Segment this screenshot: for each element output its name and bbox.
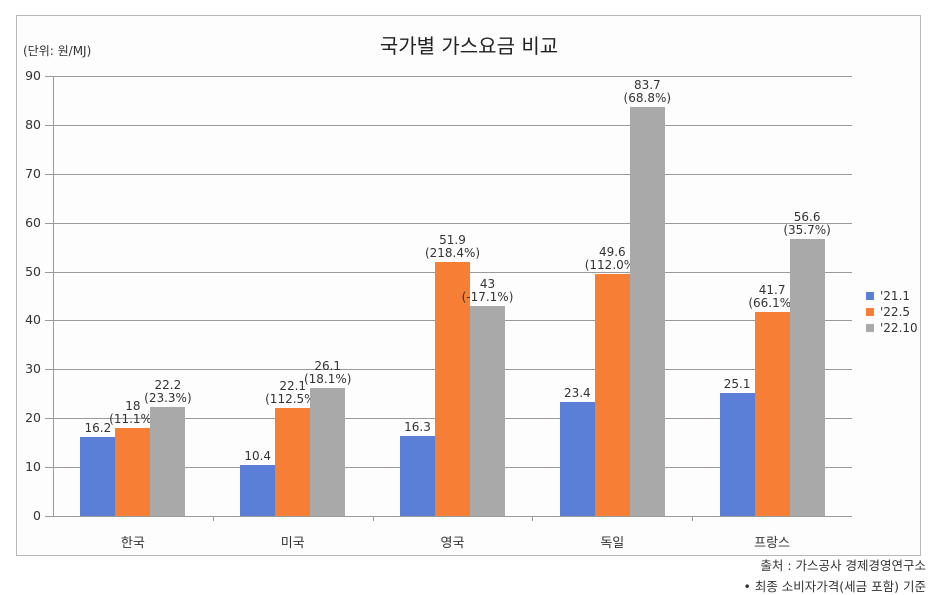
data-label: 41.7 (66.1%) xyxy=(748,283,796,311)
legend-swatch-icon xyxy=(866,292,874,300)
y-tick xyxy=(45,320,53,322)
legend-swatch-icon xyxy=(866,324,874,332)
legend-swatch-icon xyxy=(866,308,874,316)
bar xyxy=(275,407,311,516)
data-label: 25.1 xyxy=(723,377,751,392)
legend: '21.1 '22.5 '22.10 xyxy=(866,288,918,336)
bar xyxy=(435,262,470,516)
legend-label: '22.5 xyxy=(880,305,911,319)
bar xyxy=(150,407,186,516)
category-label: 한국 xyxy=(120,536,145,551)
chart-title: 국가별 가스요금 비교 xyxy=(379,34,559,58)
bar xyxy=(789,239,825,516)
unit-label: (단위: 원/MJ) xyxy=(23,44,92,58)
footnote: • 최종 소비자가격(세금 포함) 기준 xyxy=(743,579,926,594)
legend-label: '22.10 xyxy=(880,321,918,335)
y-tick xyxy=(45,467,53,469)
data-label: 22.1 (112.5%) xyxy=(265,378,321,406)
x-tick xyxy=(212,516,214,521)
y-tick xyxy=(45,516,53,517)
category-label: 영국 xyxy=(440,536,465,551)
bar xyxy=(629,106,665,516)
source-note: 출처 : 가스공사 경제경영연구소 xyxy=(760,558,926,573)
data-label: 16.2 xyxy=(84,420,112,435)
gridline xyxy=(53,516,852,517)
data-label: 51.9 (218.4%) xyxy=(424,233,481,261)
legend-label: '21.1 xyxy=(880,289,911,303)
data-label: 18 (11.1%) xyxy=(109,399,157,426)
data-label: 26.1 (18.1%) xyxy=(303,359,352,387)
bar xyxy=(310,388,346,516)
category-label: 미국 xyxy=(280,536,305,551)
bar xyxy=(80,436,116,516)
bar xyxy=(240,465,276,516)
x-tick xyxy=(692,516,694,521)
y-tick-label: 40 xyxy=(25,312,41,328)
y-tick-label: 70 xyxy=(25,165,41,181)
legend-item: '21.1 xyxy=(866,288,918,304)
data-label: 83.7 (68.8%) xyxy=(623,77,672,105)
data-label: 23.4 xyxy=(563,385,591,400)
y-tick-label: 0 xyxy=(33,508,41,523)
y-tick-label: 30 xyxy=(25,361,41,377)
data-label: 56.6 (35.7%) xyxy=(783,210,831,238)
plot-area: 0 10 20 30 40 50 60 70 80 90 한국 16.2 18 (11.1%) 22.2 (2… xyxy=(25,68,852,551)
gridline xyxy=(53,222,852,224)
bar xyxy=(754,312,790,516)
y-tick-label: 90 xyxy=(25,68,41,83)
y-tick xyxy=(45,173,53,175)
x-tick xyxy=(372,516,374,521)
category-label: 프랑스 xyxy=(754,536,791,551)
y-tick-label: 80 xyxy=(25,116,41,132)
y-tick xyxy=(45,271,53,273)
data-label: 43 (-17.1%) xyxy=(461,276,514,304)
bar xyxy=(594,273,630,516)
gridline xyxy=(53,124,852,126)
y-tick xyxy=(45,124,53,126)
bar xyxy=(719,393,755,516)
gridline xyxy=(53,76,852,77)
data-label: 16.3 xyxy=(404,420,431,435)
y-tick xyxy=(45,418,53,420)
legend-item: '22.10 xyxy=(866,320,918,336)
category-label: 독일 xyxy=(600,536,625,551)
gridline xyxy=(53,173,852,175)
bar xyxy=(400,436,435,516)
legend-item: '22.5 xyxy=(866,304,918,320)
y-tick xyxy=(45,76,53,77)
y-tick xyxy=(45,369,53,371)
bar xyxy=(115,428,151,516)
y-tick xyxy=(45,222,53,224)
data-label: 22.2 (23.3%) xyxy=(144,378,192,406)
data-label: 10.4 xyxy=(244,449,272,464)
bar xyxy=(470,305,505,516)
y-tick-label: 20 xyxy=(25,410,41,426)
bar xyxy=(559,401,595,516)
y-tick-label: 10 xyxy=(25,459,41,475)
y-tick-label: 50 xyxy=(25,263,41,279)
data-label: 49.6 (112.0%) xyxy=(584,244,640,272)
x-tick xyxy=(532,516,534,521)
y-tick-label: 60 xyxy=(25,214,41,230)
y-axis xyxy=(53,76,54,516)
